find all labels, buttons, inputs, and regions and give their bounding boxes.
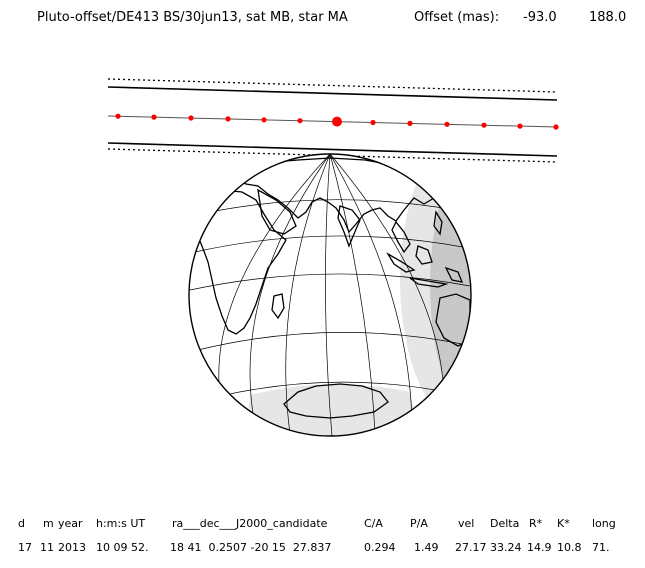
track-dot xyxy=(553,124,559,130)
col-header-vel: vel xyxy=(458,517,475,530)
col-header-ca: C/A xyxy=(364,517,383,530)
globe-disk xyxy=(189,154,471,436)
offset-y: 188.0 xyxy=(589,10,627,25)
col-header-long: long xyxy=(592,517,616,530)
globe xyxy=(188,153,472,437)
track-dot xyxy=(261,117,267,123)
track-dot xyxy=(225,116,231,122)
track-dot xyxy=(407,120,413,126)
madagascar-coast xyxy=(271,293,285,320)
value-kstar: 10.8 xyxy=(557,541,582,554)
col-header-rstar: R* xyxy=(529,517,543,530)
track-dot xyxy=(151,114,157,120)
newguinea-coast xyxy=(444,266,464,283)
borneo-coast xyxy=(415,245,433,265)
value-delta: 33.24 xyxy=(490,541,522,554)
india-coast xyxy=(337,205,361,248)
track-dot xyxy=(370,119,376,126)
sea-coast xyxy=(391,220,411,254)
value-month: 11 xyxy=(40,541,54,554)
col-header-pa: P/A xyxy=(410,517,428,530)
occultation-map xyxy=(107,78,559,437)
track-dots xyxy=(115,113,559,130)
globe-rim xyxy=(188,153,472,437)
plot-title: Pluto-offset/DE413 BS/30jun13, sat MB, s… xyxy=(0,10,645,30)
table-value-row: 17 11 2013 10 09 52. 18 41 0.2507 -20 15… xyxy=(0,541,645,559)
title-main: Pluto-offset/DE413 BS/30jun13, sat MB, s… xyxy=(37,10,348,25)
track-dot xyxy=(444,121,450,127)
africa-coast xyxy=(193,189,287,335)
offset-label: Offset (mas): xyxy=(414,10,500,25)
col-header-month: m xyxy=(43,517,54,530)
parallels xyxy=(189,199,471,396)
value-rstar: 14.9 xyxy=(527,541,552,554)
col-header-time: h:m:s UT xyxy=(96,517,146,530)
track-dot xyxy=(115,113,121,119)
java-coast xyxy=(409,277,449,288)
north-limit-dotted xyxy=(107,78,558,93)
table-header-row: d m year h:m:s UT ra___dec___J2000_candi… xyxy=(0,517,645,535)
track-dot xyxy=(517,123,523,129)
value-radec: 18 41 0.2507 -20 15 27.837 xyxy=(170,541,332,554)
offset-x: -93.0 xyxy=(523,10,557,25)
polar-twilight xyxy=(245,384,420,436)
value-day: 17 xyxy=(18,541,32,554)
value-pa: 1.49 xyxy=(414,541,439,554)
track-dot-central xyxy=(332,116,342,127)
track-dot xyxy=(481,122,487,128)
col-header-year: year xyxy=(58,517,83,530)
track-dot xyxy=(297,118,303,124)
north-limit-line xyxy=(107,86,558,101)
col-header-radec: ra___dec___J2000_candidate xyxy=(172,517,328,530)
philippines-coast xyxy=(433,210,443,236)
sumatra-coast xyxy=(386,252,416,273)
value-year: 2013 xyxy=(58,541,86,554)
night-zone xyxy=(430,154,471,435)
track-dot xyxy=(188,115,194,121)
value-vel: 27.17 xyxy=(455,541,487,554)
antarctica-coast xyxy=(283,383,389,419)
col-header-delta: Delta xyxy=(490,517,520,530)
col-header-kstar: K* xyxy=(557,517,570,530)
value-long: 71. xyxy=(592,541,610,554)
arabia-coast xyxy=(257,188,297,235)
value-ca: 0.294 xyxy=(364,541,396,554)
meridians xyxy=(218,154,445,436)
south-limit-line xyxy=(107,142,558,157)
value-time: 10 09 52. xyxy=(96,541,149,554)
col-header-day: d xyxy=(18,517,25,530)
